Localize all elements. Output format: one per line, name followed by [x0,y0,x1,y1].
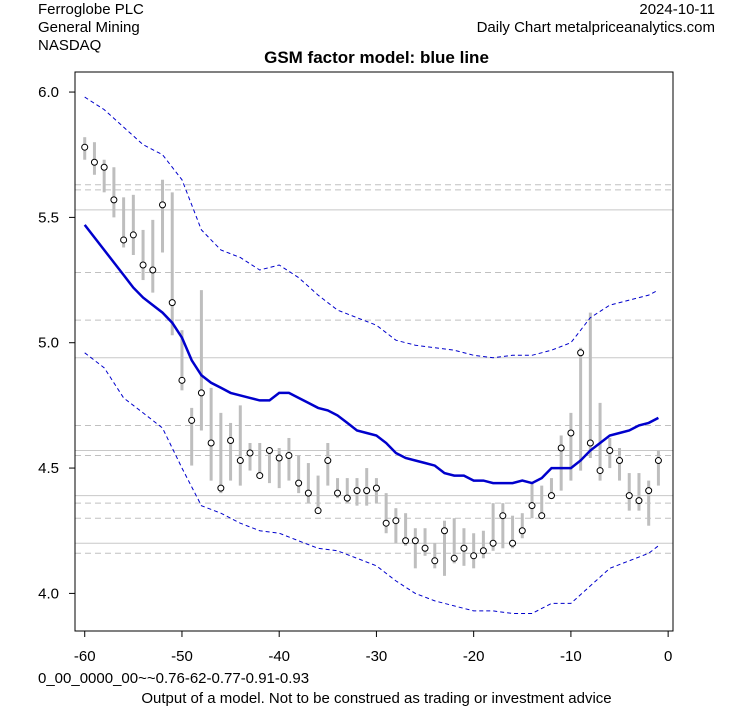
close-point [625,492,633,500]
close-point [450,554,458,562]
close-point [81,143,89,151]
close-point [149,266,157,274]
close-point [440,527,448,535]
close-point [207,439,215,447]
close-point [411,537,419,545]
model-line [83,224,659,485]
close-point [304,489,312,497]
lower-band-line [84,352,659,614]
x-tick-label: 0 [664,648,672,665]
sector-label: General Mining [38,19,140,36]
x-tick-label: -10 [560,648,582,665]
close-point [159,201,167,209]
close-point [217,484,225,492]
close-point [295,479,303,487]
close-point [645,487,653,495]
company-name: Ferroglobe PLC [38,1,144,18]
close-point [382,519,390,527]
close-point [100,163,108,171]
close-point [265,447,273,455]
close-point [518,527,526,535]
close-point [334,489,342,497]
x-tick-label: -60 [74,648,96,665]
close-point [227,436,235,444]
close-point [236,457,244,465]
close-point [616,457,624,465]
close-point [402,537,410,545]
close-point [528,502,536,510]
close-point [635,497,643,505]
close-point [421,544,429,552]
close-point [489,539,497,547]
disclaimer: Output of a model. Not to be construed a… [141,690,612,707]
close-point [460,544,468,552]
close-point [372,484,380,492]
close-point [606,447,614,455]
close-point [120,236,128,244]
close-point [168,299,176,307]
close-point [479,547,487,555]
close-point [557,444,565,452]
y-tick-label: 5.5 [38,209,59,226]
close-point [110,196,118,204]
close-point [275,454,283,462]
close-point [431,557,439,565]
close-point [363,487,371,495]
close-point [547,492,555,500]
x-tick-label: -40 [268,648,290,665]
close-point [567,429,575,437]
close-point [314,507,322,515]
x-tick-label: -50 [171,648,193,665]
close-point [353,487,361,495]
close-point [246,449,254,457]
chart-source: Daily Chart metalpriceanalytics.com [476,19,715,36]
close-point [324,457,332,465]
close-point [509,539,517,547]
close-point [654,457,662,465]
close-point [596,467,604,475]
close-point [499,512,507,520]
close-point [188,416,196,424]
y-tick-label: 4.5 [38,460,59,477]
close-point [538,512,546,520]
close-point [470,552,478,560]
chart-date: 2024-10-11 [639,1,715,18]
close-point [197,389,205,397]
close-point [129,231,137,239]
close-point [343,494,351,502]
close-point [256,472,264,480]
y-tick-label: 5.0 [38,335,59,352]
model-code: 0_00_0000_00~~0.76-62-0.77-0.91-0.93 [38,670,310,687]
y-tick-label: 4.0 [38,585,59,602]
close-point [178,376,186,384]
close-point [139,261,147,269]
plot-frame [74,71,674,632]
close-point [285,452,293,460]
y-tick-label: 6.0 [38,84,59,101]
close-point [577,349,585,357]
chart-title: GSM factor model: blue line [264,48,489,67]
upper-band-line [84,96,659,359]
close-point [586,439,594,447]
x-tick-label: -30 [366,648,388,665]
exchange-label: NASDAQ [38,37,102,54]
close-point [90,158,98,166]
x-tick-label: -20 [463,648,485,665]
close-point [392,517,400,525]
